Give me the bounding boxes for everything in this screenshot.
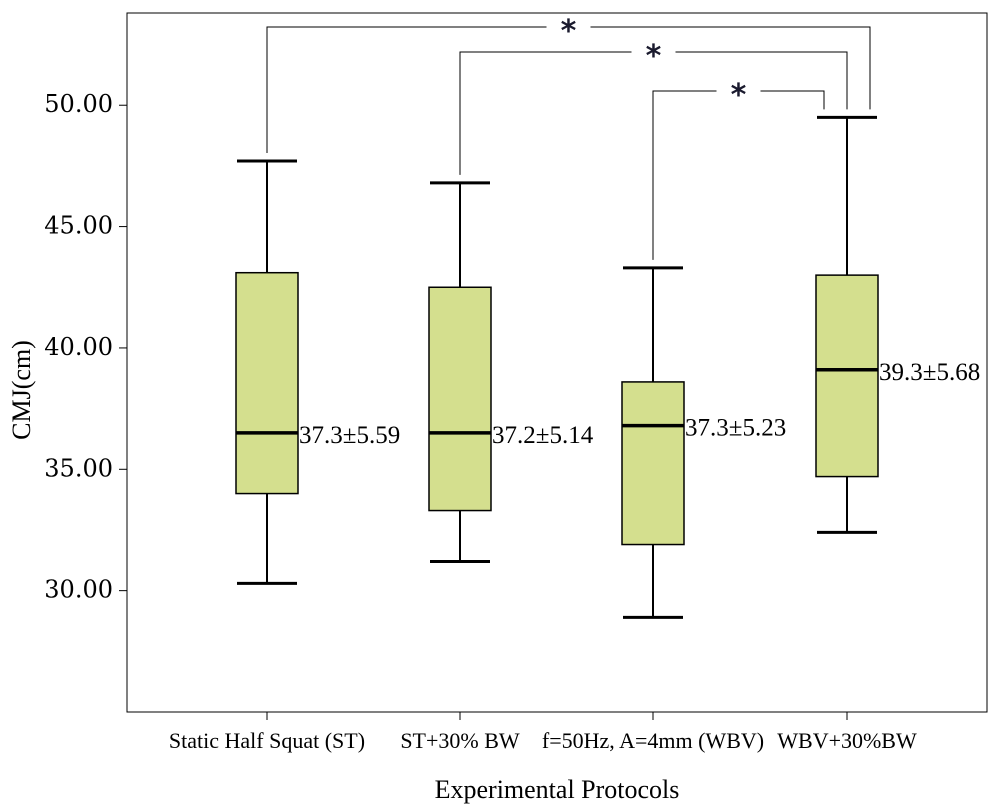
iqr-box	[428, 286, 492, 512]
x-tick-label: f=50Hz, A=4mm (WBV)	[542, 728, 764, 753]
mean-sd-label: 37.3±5.59	[299, 422, 400, 449]
iqr-box	[815, 274, 879, 478]
y-tick-label: 30.00	[44, 576, 113, 604]
significance-star: *	[561, 14, 577, 49]
boxes: 37.3±5.59 37.2±5.14 37.3±5.23 39.3±5.68	[235, 115, 980, 619]
y-tick-label: 45.00	[44, 212, 113, 240]
bracket-line	[459, 51, 848, 175]
x-tick-label: WBV+30%BW	[777, 728, 917, 753]
significance-bracket: *	[459, 39, 848, 175]
y-tick-label: 35.00	[44, 454, 113, 482]
y-axis-title: CMJ(cm)	[7, 340, 36, 440]
significance-bracket: *	[652, 78, 825, 260]
box-group: 37.3±5.23	[621, 266, 786, 619]
y-tick-label: 50.00	[44, 90, 113, 118]
box-group: 37.3±5.59	[235, 159, 400, 585]
iqr-box	[235, 271, 299, 495]
significance-star: *	[646, 39, 662, 74]
x-tick-label: Static Half Squat (ST)	[169, 728, 365, 753]
mean-sd-label: 39.3±5.68	[879, 359, 980, 386]
significance-star: *	[731, 78, 747, 113]
mean-sd-label: 37.3±5.23	[685, 415, 786, 442]
significance-brackets: * * *	[266, 14, 871, 260]
iqr-box	[621, 381, 685, 546]
bracket-line	[266, 26, 871, 154]
y-tick-label: 40.00	[44, 333, 113, 361]
x-axis: Static Half Squat (ST) ST+30% BW f=50Hz, A…	[169, 712, 917, 753]
bracket-line	[652, 90, 825, 260]
y-axis: 30.00 35.00 40.00 45.00 50.00	[44, 90, 127, 604]
x-tick-label: ST+30% BW	[400, 728, 520, 753]
box-group: 39.3±5.68	[815, 115, 980, 534]
x-axis-title: Experimental Protocols	[435, 775, 680, 804]
box-group: 37.2±5.14	[428, 181, 594, 564]
significance-bracket: *	[266, 14, 871, 154]
mean-sd-label: 37.2±5.14	[492, 422, 594, 449]
